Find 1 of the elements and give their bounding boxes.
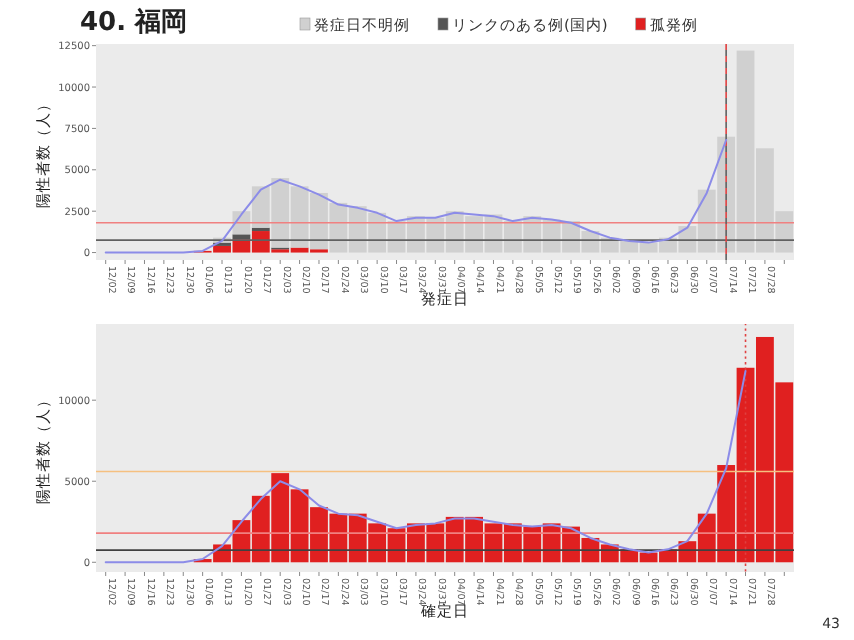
chart-title: 40. 福岡 — [80, 6, 188, 38]
